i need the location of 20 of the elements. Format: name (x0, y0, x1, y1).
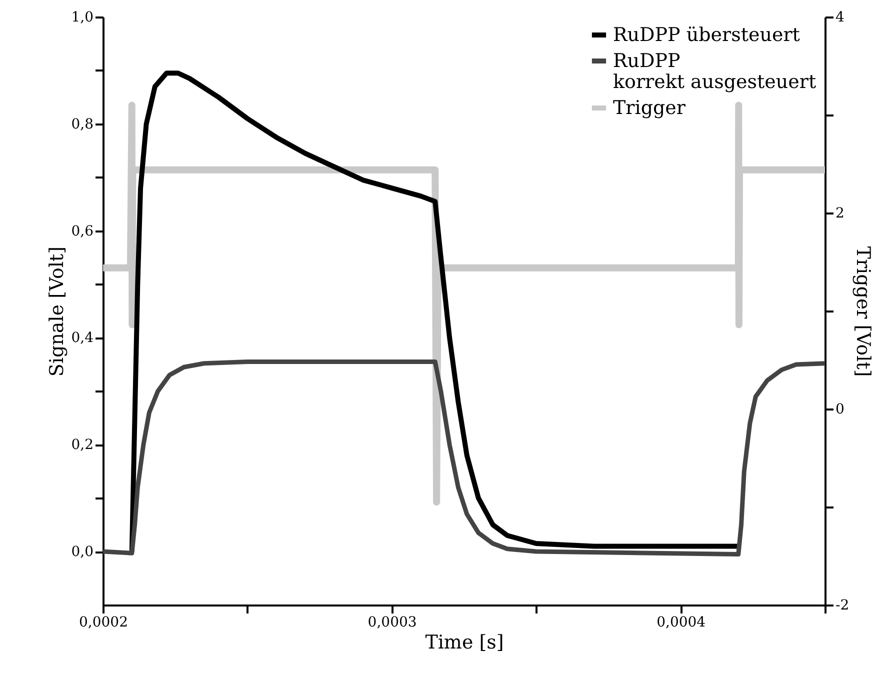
y-tick-label: 1,0 (71, 10, 94, 26)
x-tick-label: 0,0003 (368, 614, 417, 630)
legend-label: Trigger (613, 97, 686, 119)
y-tick-label: 0,8 (71, 116, 94, 132)
y2-tick-label: 2 (836, 206, 844, 222)
y-tick-label: 0,0 (71, 544, 94, 560)
y2-tick-label: -2 (836, 598, 850, 614)
y-axis-title: Signale [Volt] (46, 246, 68, 377)
line-series (100, 360, 828, 556)
y-tick-label: 0,4 (71, 330, 94, 346)
y-tick-label: 0,2 (71, 437, 94, 454)
y-tick-label: 0,6 (71, 223, 94, 240)
y2-axis-title: Trigger [Volt] (852, 246, 874, 377)
x-tick-label: 0,0002 (79, 614, 128, 630)
legend-label: RuDPP korrekt ausgesteuert (613, 50, 816, 93)
x-tick-label: 0,0004 (656, 614, 706, 630)
y2-tick-label: 4 (836, 10, 844, 26)
legend-label: RuDPP übersteuert (613, 24, 800, 46)
x-axis-title: Time [s] (425, 632, 504, 654)
y2-tick-label: 0 (836, 402, 844, 418)
